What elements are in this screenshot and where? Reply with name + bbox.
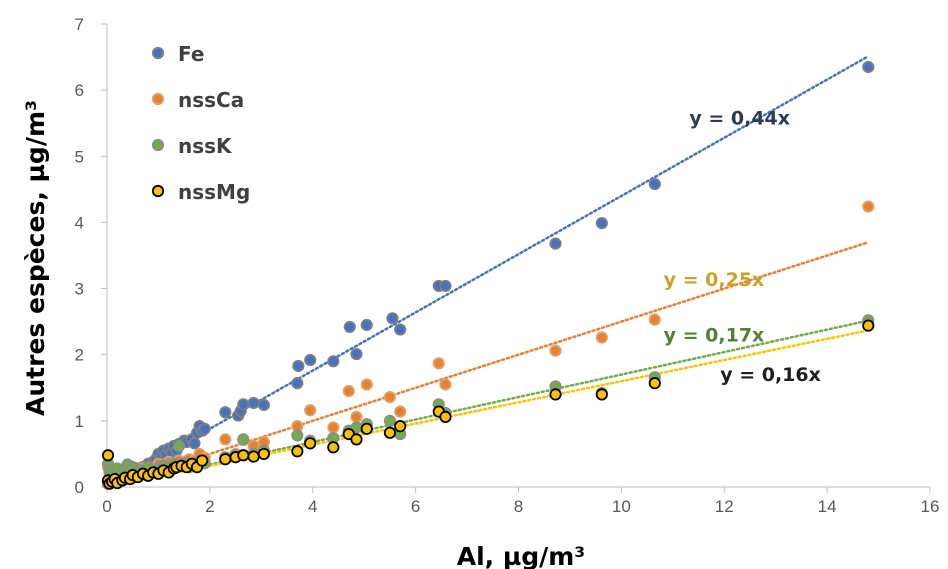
point-fe: [394, 323, 407, 336]
x-tick-label: 4: [308, 497, 317, 516]
legend-label-fe: Fe: [178, 42, 204, 66]
point-nssk: [237, 433, 250, 446]
y-tick-label: 2: [75, 346, 84, 365]
point-fe: [327, 355, 340, 368]
trendline-nssca: [105, 241, 870, 489]
point-nssmg: [350, 433, 363, 446]
trend-equation-labels: y = 0,44x y = 0,25x y = 0,17x y = 0,16x: [664, 107, 821, 386]
point-nssca: [595, 331, 608, 344]
legend-label-nssca: nssCa: [178, 88, 244, 112]
point-nssmg: [394, 420, 407, 433]
x-tick-label: 8: [514, 497, 523, 516]
point-nssca: [219, 433, 232, 446]
point-nssmg: [257, 447, 270, 461]
legend-marker-nssmg: [151, 184, 165, 198]
point-fe: [188, 437, 201, 450]
point-nssca: [394, 405, 407, 418]
point-nssmg: [304, 437, 317, 450]
trend-label-nssk: y = 0,17x: [664, 325, 765, 347]
point-nssca: [549, 344, 562, 357]
point-nssmg: [862, 319, 875, 332]
point-fe: [198, 422, 211, 435]
point-nssca: [342, 384, 355, 398]
legend-label-nssk: nssK: [178, 134, 233, 158]
point-nssmg: [219, 453, 232, 466]
legend: Fe nssCa nssK nssMg: [151, 42, 250, 204]
point-fe: [439, 279, 452, 293]
point-fe: [291, 377, 304, 390]
y-tick-label: 6: [75, 81, 84, 100]
x-tick-label: 6: [411, 497, 420, 516]
x-tick-label: 2: [205, 497, 214, 516]
y-tick-label: 3: [75, 280, 84, 299]
x-axis-title: Al, µg/m³: [457, 542, 586, 569]
point-nssk: [291, 429, 304, 442]
y-tick-label: 4: [75, 213, 84, 232]
x-tick-label: 12: [715, 497, 734, 516]
legend-label-nssmg: nssMg: [178, 180, 250, 204]
point-fe: [549, 237, 562, 250]
point-fe: [648, 177, 661, 191]
legend-marker-fe: [151, 46, 165, 60]
point-fe: [257, 398, 270, 412]
point-nssmg: [291, 445, 304, 458]
point-nssmg: [247, 450, 260, 463]
point-nssmg: [549, 388, 562, 401]
point-nssmg: [237, 449, 250, 462]
trend-label-fe: y = 0,44x: [689, 107, 790, 129]
point-nssmg: [327, 441, 340, 454]
point-fe: [304, 353, 317, 367]
point-fe: [237, 398, 250, 411]
point-nssca: [327, 421, 340, 434]
trend-label-nssmg: y = 0,16x: [720, 364, 821, 386]
x-tick-label: 16: [921, 497, 940, 516]
point-nssk: [383, 414, 397, 427]
y-axis-title: Autres espèces, µg/m³: [21, 100, 50, 416]
point-nssca: [862, 200, 875, 213]
point-nssmg: [196, 454, 209, 467]
trend-label-nssca: y = 0,25x: [664, 269, 765, 291]
legend-marker-nssk: [151, 138, 165, 152]
point-nssmg: [439, 410, 452, 423]
series-nssmg: [101, 319, 875, 490]
point-nssca: [383, 390, 397, 404]
point-nssca: [439, 378, 452, 391]
point-nssca: [648, 313, 661, 326]
point-nssca: [350, 410, 363, 423]
data-points: [101, 60, 875, 490]
point-fe: [219, 406, 232, 419]
y-tick-label: 7: [75, 15, 84, 34]
point-nssmg: [383, 426, 397, 439]
point-fe: [350, 347, 363, 361]
point-fe: [595, 216, 608, 230]
legend-marker-nssca: [151, 92, 165, 106]
point-nssca: [360, 378, 373, 391]
y-tick-label: 0: [75, 478, 84, 497]
y-tick-label: 1: [75, 412, 84, 431]
point-nssmg: [101, 449, 115, 462]
point-fe: [343, 320, 356, 334]
point-nssmg: [648, 377, 661, 390]
point-nssmg: [360, 422, 373, 435]
point-fe: [247, 396, 260, 410]
point-fe: [292, 359, 305, 373]
point-fe: [360, 318, 373, 332]
point-fe: [386, 312, 399, 325]
x-tick-label: 14: [818, 497, 837, 516]
point-fe: [862, 60, 875, 74]
point-nssmg: [595, 388, 608, 401]
point-nssca: [304, 404, 317, 417]
x-tick-label: 10: [612, 497, 631, 516]
point-nssk: [172, 439, 186, 453]
y-tick-label: 5: [75, 147, 84, 166]
x-tick-label: 0: [102, 497, 111, 516]
point-nssca: [432, 357, 445, 370]
